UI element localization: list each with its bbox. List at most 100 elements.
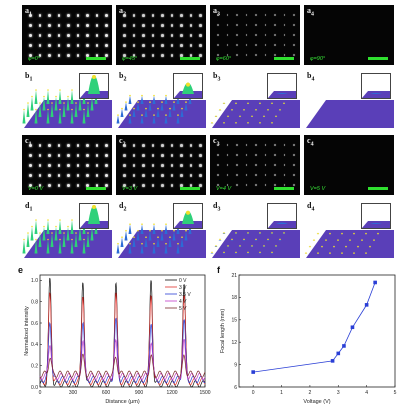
peak-tip	[67, 225, 69, 228]
focal-spot	[105, 54, 108, 57]
focal-spot	[199, 14, 202, 17]
inset-surface	[362, 221, 390, 228]
peak-tip	[317, 232, 319, 235]
x-tick-label: 4	[365, 390, 368, 396]
y-tick-label: 0.2	[31, 363, 38, 369]
focal-spot	[86, 174, 89, 177]
focal-spot	[95, 154, 99, 157]
focal-spot	[57, 184, 61, 187]
focal-spot	[180, 184, 183, 187]
data-point	[373, 280, 377, 285]
focal-spot	[217, 24, 219, 26]
peak-tip	[211, 122, 213, 124]
panel-condition-text: V=3 V	[122, 186, 138, 192]
inset-substrate	[268, 91, 296, 98]
peak-tip	[137, 101, 139, 103]
intensity-peak	[58, 109, 62, 124]
focal-spot	[217, 34, 219, 36]
focal-spot	[67, 164, 70, 167]
peak-tip	[181, 107, 183, 110]
focal-spot	[199, 154, 202, 157]
inset-surface	[268, 221, 296, 228]
intensity-peak	[34, 109, 38, 124]
series-line-3-V	[39, 292, 206, 386]
focal-spot	[217, 144, 219, 146]
focal-spot	[189, 174, 193, 177]
focal-spot	[226, 34, 229, 36]
peak-tip	[75, 102, 77, 104]
focal-spot	[57, 44, 61, 47]
panel-label-c2: c2	[119, 136, 126, 148]
intensity-peak	[144, 108, 148, 117]
peak-tip	[35, 219, 37, 221]
data-point	[330, 359, 335, 363]
peak-tip	[353, 252, 355, 254]
focal-spot	[67, 14, 70, 17]
intensity-surface	[116, 223, 206, 258]
intensity-peak	[70, 109, 74, 124]
focal-spot	[180, 174, 183, 177]
intensity-peak	[26, 103, 30, 117]
peak-tip	[235, 251, 237, 254]
peak-tip	[169, 107, 171, 110]
panel-letter: b	[213, 71, 218, 80]
peak-tip	[27, 102, 29, 104]
focal-spot	[255, 184, 257, 186]
intensity-peak	[128, 224, 132, 234]
focal-spot	[180, 34, 183, 37]
panel-condition-text: φ=0°	[28, 56, 41, 62]
intensity-peak	[128, 243, 132, 254]
intensity-peak	[176, 243, 180, 254]
intensity-peak	[148, 230, 152, 241]
focal-spot	[29, 14, 32, 17]
intensity-peak	[70, 90, 74, 104]
focal-spot	[48, 54, 51, 57]
focal-spot	[236, 174, 238, 176]
intensity-peak	[62, 233, 66, 247]
peak-tip	[373, 239, 375, 241]
focal-spot	[274, 154, 276, 156]
panel-subscript: 3	[217, 11, 220, 18]
peak-tip	[365, 252, 367, 254]
focal-spot	[170, 14, 174, 17]
peak-tip	[305, 252, 307, 254]
focal-spot	[245, 164, 248, 166]
focal-spot	[57, 54, 61, 57]
peak-tip	[165, 223, 167, 225]
panel-letter: b	[307, 71, 312, 80]
panel-letter: d	[213, 201, 218, 210]
intensity-peak	[128, 115, 132, 124]
panel-label-d4: d4	[307, 201, 314, 213]
inset-peak-tip	[92, 75, 96, 79]
peak-tip	[117, 114, 119, 116]
focal-spot	[236, 154, 238, 156]
intensity-3d-panel-b3: b3	[210, 70, 300, 130]
focal-spot	[48, 174, 51, 177]
focal-spot	[236, 144, 238, 146]
focal-spot	[255, 154, 257, 156]
focal-spot	[142, 144, 145, 147]
peak-tip	[177, 114, 179, 116]
intensity-peak	[54, 96, 58, 111]
focal-spot	[180, 14, 183, 17]
peak-tip	[47, 108, 49, 111]
intensity-peak	[168, 108, 172, 117]
focal-spot	[161, 24, 164, 27]
inset-surface	[174, 210, 202, 228]
y-tick-label: 9	[234, 362, 237, 368]
scale-bar	[274, 187, 294, 190]
focal-spot	[245, 44, 248, 46]
peak-tip	[223, 251, 225, 254]
focal-spot	[293, 154, 295, 156]
single-peak-inset	[267, 203, 297, 229]
intensity-surface	[210, 100, 300, 128]
panel-label-c3: c3	[213, 136, 220, 148]
peak-tip	[259, 122, 261, 124]
focal-spot	[151, 44, 155, 47]
focal-spot	[57, 14, 61, 17]
peak-tip	[149, 101, 151, 103]
panel-subscript: 1	[29, 206, 33, 213]
scale-bar	[274, 57, 294, 60]
peak-tip	[267, 109, 269, 111]
peak-tip	[263, 245, 265, 247]
